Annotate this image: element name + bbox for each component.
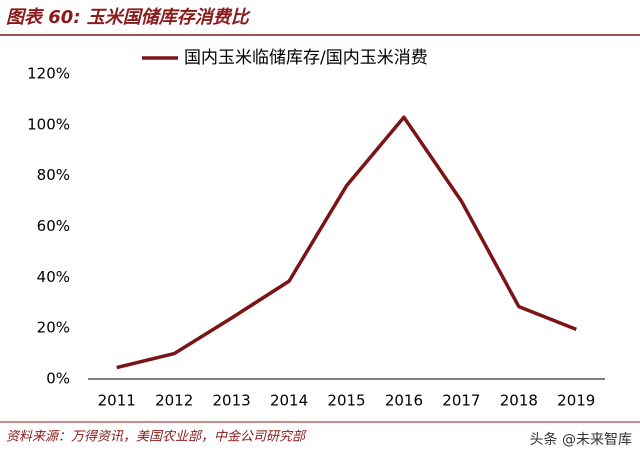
watermark: 头条 @未来智库	[530, 431, 632, 448]
x-tick-label: 2013	[213, 392, 251, 410]
x-tick-label: 2019	[557, 392, 595, 410]
y-tick-label: 60%	[37, 217, 70, 235]
x-tick-label: 2014	[270, 392, 308, 410]
y-tick-label: 120%	[27, 65, 70, 83]
x-tick-label: 2012	[155, 392, 193, 410]
data-line	[116, 115, 577, 370]
x-tick-label: 2016	[385, 392, 423, 410]
y-tick-label: 0%	[46, 370, 70, 388]
x-tick-label: 2017	[442, 392, 480, 410]
legend-label: 国内玉米临储库存/国内玉米消费	[184, 48, 428, 68]
y-tick-label: 80%	[37, 166, 70, 184]
chart-title: 图表 60: 玉米国储库存消费比	[6, 7, 251, 28]
x-tick-label: 2011	[98, 392, 136, 410]
x-tick-label: 2015	[327, 392, 365, 410]
source-note: 资料来源：万得资讯，美国农业部，中金公司研究部	[6, 429, 307, 445]
y-tick-label: 100%	[27, 115, 70, 133]
x-tick-label: 2018	[500, 392, 538, 410]
y-tick-label: 20%	[37, 319, 70, 337]
y-tick-label: 40%	[37, 268, 70, 286]
